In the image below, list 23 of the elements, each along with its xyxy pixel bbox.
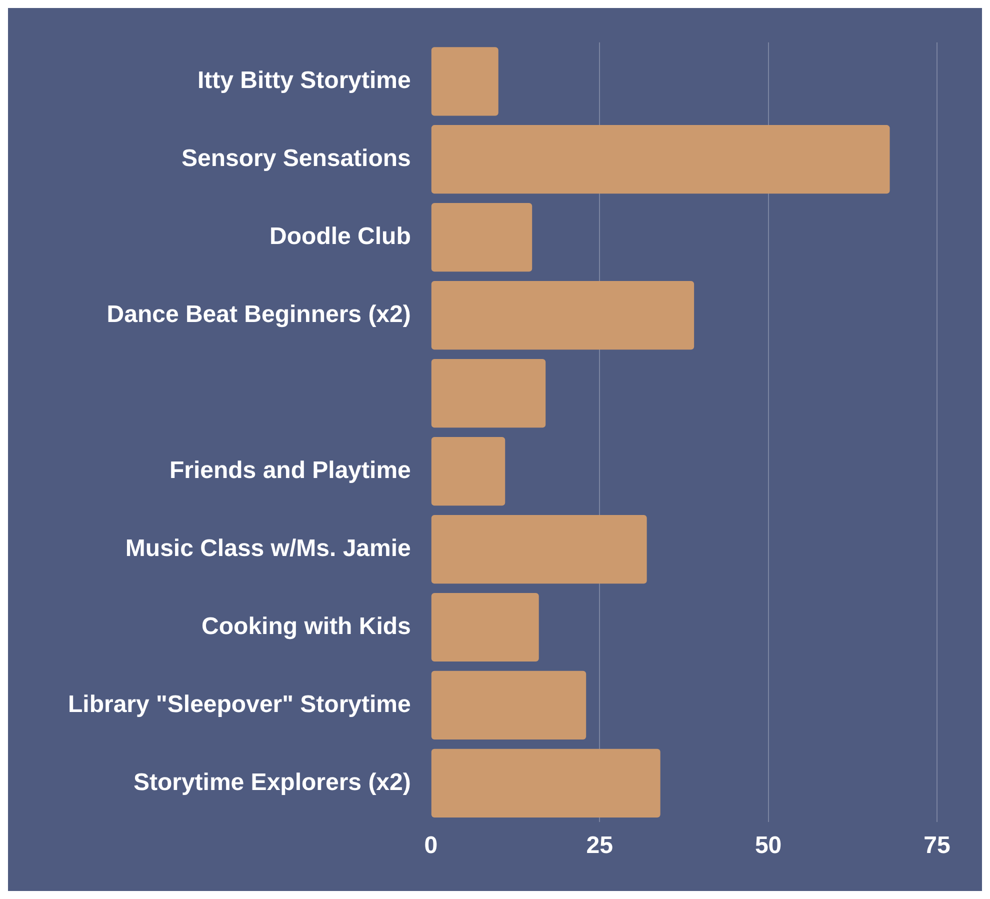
y-tick-label: Dance Beat Beginners (x2) <box>106 300 411 328</box>
y-tick-label: Sensory Sensations <box>181 144 411 172</box>
x-tick-label: 50 <box>754 832 782 860</box>
bar <box>431 281 694 350</box>
y-tick-label: Library "Sleepover" Storytime <box>68 690 411 718</box>
y-tick-label: Cooking with Kids <box>202 612 411 640</box>
x-tick-label: 0 <box>424 832 438 860</box>
x-tick-label: 75 <box>924 832 950 860</box>
bar <box>431 592 539 662</box>
bar <box>431 670 586 740</box>
x-tick-label: 25 <box>586 832 613 860</box>
bar <box>431 748 660 818</box>
bar <box>431 125 890 194</box>
bar <box>431 359 546 428</box>
bar <box>431 514 647 584</box>
y-tick-label: Doodle Club <box>270 222 411 250</box>
y-tick-label: Itty Bitty Storytime <box>198 67 411 94</box>
bar <box>431 203 532 272</box>
y-tick-label: Friends and Playtime <box>169 456 411 484</box>
y-tick-label: Music Class w/Ms. Jamie <box>125 534 411 562</box>
bar <box>431 47 498 116</box>
y-tick-label: Storytime Explorers (x2) <box>133 768 411 796</box>
bar <box>431 436 506 506</box>
